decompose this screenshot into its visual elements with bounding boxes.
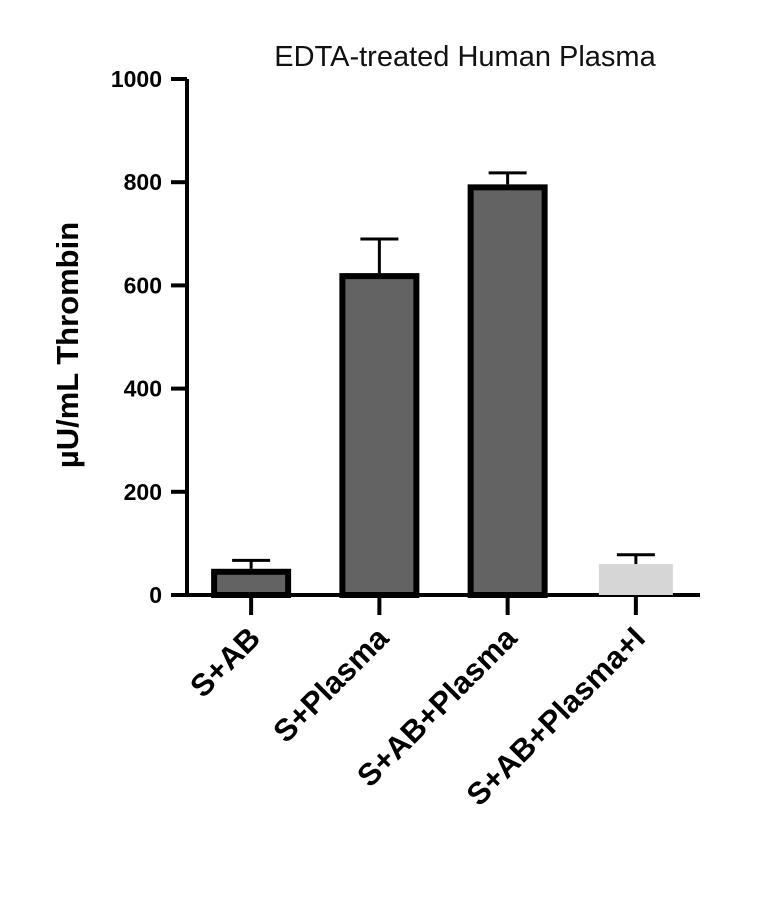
y-tick-label-5: 1000	[111, 66, 162, 92]
x-tick-label-0: S+AB	[183, 620, 267, 704]
x-tick-label-1: S+Plasma	[266, 620, 395, 749]
y-axis-label: µU/mL Thrombin	[50, 222, 85, 468]
y-tick-label-1: 200	[124, 479, 162, 505]
error-bars-group	[232, 171, 655, 569]
y-tick-label-3: 600	[124, 272, 162, 298]
y-tick-label-2: 400	[124, 376, 162, 402]
bar-0	[211, 568, 292, 599]
bar-2	[467, 184, 548, 599]
bars-group	[211, 184, 673, 599]
y-tick-label-0: 0	[149, 582, 162, 608]
chart-title: EDTA-treated Human Plasma	[274, 41, 656, 73]
y-axis: 0 200 400 600 800 1000	[111, 66, 189, 608]
y-tick-label-4: 800	[124, 169, 162, 195]
bar-1	[339, 273, 420, 598]
bar-3	[598, 564, 673, 595]
